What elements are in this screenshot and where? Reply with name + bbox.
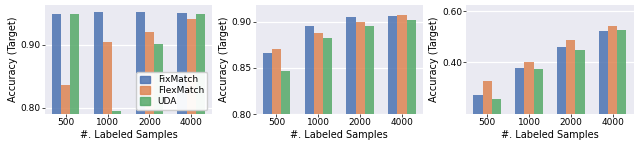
Bar <box>52 14 61 163</box>
Y-axis label: Accuracy (Target): Accuracy (Target) <box>429 17 439 102</box>
Bar <box>196 14 205 163</box>
X-axis label: #. Labeled Samples: #. Labeled Samples <box>291 130 388 140</box>
Bar <box>355 22 365 163</box>
Bar <box>492 99 501 163</box>
Bar <box>618 30 627 163</box>
Y-axis label: Accuracy (Target): Accuracy (Target) <box>218 17 228 102</box>
Bar <box>314 33 323 163</box>
Bar <box>186 19 196 163</box>
Bar <box>515 68 525 163</box>
Bar <box>474 95 483 163</box>
Bar <box>145 32 154 163</box>
Bar <box>154 44 163 163</box>
Bar <box>93 12 103 163</box>
Bar <box>406 20 416 163</box>
Bar <box>70 14 79 163</box>
Bar <box>305 26 314 163</box>
Bar <box>557 47 566 163</box>
Bar <box>534 69 543 163</box>
Bar <box>281 71 291 163</box>
Bar <box>365 26 374 163</box>
Bar <box>323 38 332 163</box>
Bar <box>525 62 534 163</box>
Bar <box>61 85 70 163</box>
Bar <box>103 42 112 163</box>
Bar <box>112 111 122 163</box>
Bar <box>397 15 406 163</box>
X-axis label: #. Labeled Samples: #. Labeled Samples <box>79 130 177 140</box>
Bar <box>566 40 575 163</box>
Legend: FixMatch, FlexMatch, UDA: FixMatch, FlexMatch, UDA <box>136 72 207 110</box>
Bar <box>346 17 355 163</box>
Bar <box>599 31 608 163</box>
X-axis label: #. Labeled Samples: #. Labeled Samples <box>501 130 599 140</box>
Bar <box>575 50 585 163</box>
Bar <box>177 13 186 163</box>
Bar <box>388 16 397 163</box>
Y-axis label: Accuracy (Target): Accuracy (Target) <box>8 17 18 102</box>
Bar <box>272 49 281 163</box>
Bar <box>262 53 272 163</box>
Bar <box>608 26 618 163</box>
Bar <box>136 12 145 163</box>
Bar <box>483 81 492 163</box>
